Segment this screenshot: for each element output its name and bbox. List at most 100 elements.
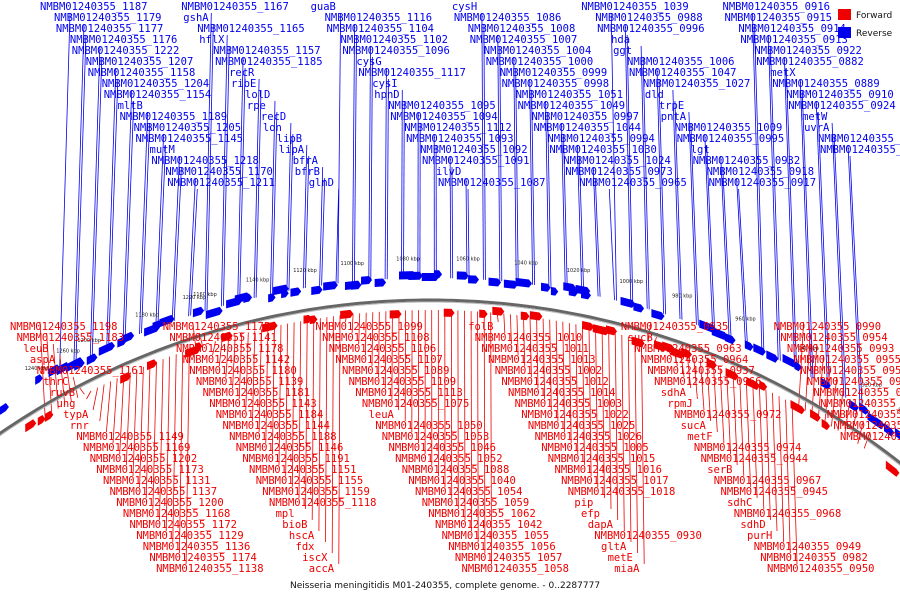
gene-label: sucB — [628, 332, 653, 344]
backbone-highlight — [0, 301, 900, 466]
leader-line — [831, 376, 838, 427]
gene-label: NMBM01240355_1051 — [516, 89, 623, 101]
gene-label: NMBM01240355_0882 — [756, 56, 863, 68]
leader-line — [608, 188, 615, 301]
gene-label: NMBM01240355_1011 — [481, 343, 588, 355]
gene-label: NMBM01240355_1170 — [165, 166, 272, 178]
gene-label: NMBM01240355_0972 — [674, 409, 781, 421]
leader-line — [545, 100, 550, 288]
leader-line — [335, 188, 340, 284]
leader-line — [490, 312, 492, 565]
scale-tick-label: 1060 kbp — [456, 256, 480, 262]
gene-label: sucA — [681, 420, 707, 432]
reverse-gene-arrow — [550, 286, 559, 296]
scale-tick-label: 980 kbp — [672, 294, 692, 300]
reverse-gene-arrow — [488, 277, 502, 287]
gene-label: gltA — [601, 541, 627, 553]
gene-label: pntA — [661, 111, 687, 123]
leader-line — [225, 337, 229, 378]
gene-label: NMBM01240355_1005 — [541, 442, 648, 454]
leader-line — [139, 366, 144, 488]
leader-line — [165, 356, 170, 532]
gene-label: NMBM01240355_1211 — [167, 177, 274, 189]
gene-label: NMBM01240355_1204 — [102, 78, 209, 90]
gene-label: NMBM01240355_1104 — [327, 23, 434, 35]
leader-line — [621, 334, 625, 532]
forward-gene-arrow — [44, 410, 54, 423]
leader-line — [555, 320, 559, 422]
leader-line — [319, 166, 324, 286]
legend: Forward Reverse — [838, 9, 893, 39]
leader-line — [172, 354, 177, 543]
leader-line — [483, 23, 486, 281]
gene-label: NMBM01240355_0957 — [807, 376, 900, 388]
gene-label: glnD — [309, 177, 334, 189]
leader-line — [378, 311, 380, 378]
leader-line — [124, 100, 135, 340]
gene-label: NMBM01240355_1106 — [329, 343, 436, 355]
gene-label: typA — [63, 409, 89, 421]
leader-line — [92, 387, 98, 411]
leader-line — [238, 333, 243, 400]
gene-label: NMBM01240355_0935 — [621, 321, 728, 333]
forward-gene-arrow — [520, 311, 530, 321]
leader-line — [594, 177, 601, 297]
scale-tick-label: 1200 kbp — [77, 338, 101, 344]
reverse-gene-arrow — [0, 402, 9, 415]
leader-line — [255, 89, 262, 298]
leader-line — [713, 365, 718, 433]
leader-line — [338, 315, 341, 565]
gene-label: NMBM01240355_1113 — [355, 387, 462, 399]
leader-line — [204, 12, 212, 312]
reverse-gene-arrow — [859, 402, 869, 415]
gene-label: NMBM01240355_1024 — [563, 155, 670, 167]
gene-labels: NMBM01240355_1187NMBM01240355_1179NMBM01… — [10, 1, 900, 575]
gene-label: NMBM01240355_1058 — [462, 563, 569, 575]
gene-label: NMBM01240355_1087 — [438, 177, 545, 189]
leader-line — [626, 34, 634, 305]
gene-label: NMBM01240355_1176 — [70, 34, 177, 46]
gene-label: NMBM01240355_1089 — [342, 365, 449, 377]
gene-label: NMBM01240355_1092 — [420, 144, 527, 156]
leader-line — [190, 188, 198, 316]
gene-label: ribE — [231, 78, 256, 90]
gene-label: NMBM01240355_1184 — [216, 409, 323, 421]
reverse-gene-arrow — [782, 353, 797, 368]
reverse-gene-arrow — [408, 271, 423, 281]
gene-label: NMBM01240355_1146 — [236, 442, 343, 454]
gene-label: NMBM01240355_1139 — [196, 376, 303, 388]
leader-line — [634, 338, 638, 554]
leader-line — [155, 133, 164, 328]
leader-line — [179, 351, 184, 554]
leader-line — [477, 311, 479, 543]
leader-line — [641, 340, 645, 565]
leader-line — [738, 188, 748, 346]
leader-line — [302, 144, 308, 289]
leader-line — [270, 100, 276, 295]
reverse-gene-arrow — [766, 350, 779, 363]
leader-line — [352, 23, 355, 282]
leader-line — [640, 45, 648, 309]
gene-label: NMBM01240355_0916 — [723, 1, 830, 13]
gene-label: leuA — [369, 409, 395, 421]
gene-label: NMBM01240355_1010 — [475, 332, 582, 344]
gene-label: NMBM01240355_1056 — [448, 541, 555, 553]
leader-line — [384, 67, 387, 280]
gene-label: NMBM01240355_1013 — [488, 354, 595, 366]
gene-label: NMBM01240355_0910 — [786, 89, 893, 101]
leader-line — [106, 67, 117, 349]
scale-tick-label: 1020 kbp — [567, 268, 591, 274]
leader-line — [726, 371, 731, 455]
reverse-gene-arrow — [503, 279, 518, 289]
gene-label: lipB — [277, 133, 302, 145]
gene-label: NMBM01240355_0974 — [694, 442, 801, 454]
gene-label: NMBM01240355_1141 — [169, 332, 276, 344]
scale-tick-label: 1080 kbp — [396, 257, 420, 263]
gene-label: NMBM01240355_1172 — [130, 519, 237, 531]
reverse-gene-arrow — [311, 285, 323, 296]
leader-line — [298, 321, 302, 499]
gene-label: NMBM01240355_1161 — [37, 365, 144, 377]
forward-gene-arrow — [631, 336, 645, 348]
leader-line — [706, 362, 711, 422]
leader-line — [325, 317, 328, 543]
